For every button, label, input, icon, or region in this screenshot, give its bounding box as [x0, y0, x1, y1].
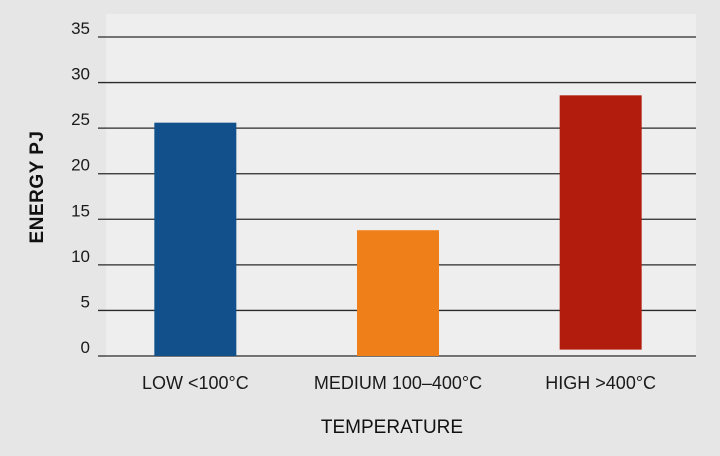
x-axis-title: TEMPERATURE — [321, 417, 463, 438]
y-tick-label: 30 — [71, 65, 90, 84]
x-axis-categories: LOW <100°C MEDIUM 100–400°C HIGH >400°C — [142, 373, 656, 393]
y-tick-label: 5 — [81, 292, 90, 311]
y-tick-label: 35 — [71, 19, 90, 38]
y-tick-label: 25 — [71, 110, 90, 129]
y-axis-ticks: 0 5 10 15 20 25 30 35 — [71, 19, 90, 357]
bar-1 — [357, 230, 439, 356]
bar-0 — [154, 122, 237, 356]
bar-2 — [559, 95, 642, 350]
bars — [154, 95, 642, 356]
y-axis-title: ENERGY PJ — [27, 131, 48, 244]
y-tick-label: 10 — [71, 247, 90, 266]
y-tick-label: 15 — [71, 201, 90, 220]
x-category-label: MEDIUM 100–400°C — [314, 373, 482, 393]
y-tick-label: 0 — [81, 338, 90, 357]
x-category-label: HIGH >400°C — [545, 373, 656, 393]
y-tick-label: 20 — [71, 156, 90, 175]
x-category-label: LOW <100°C — [142, 373, 249, 393]
